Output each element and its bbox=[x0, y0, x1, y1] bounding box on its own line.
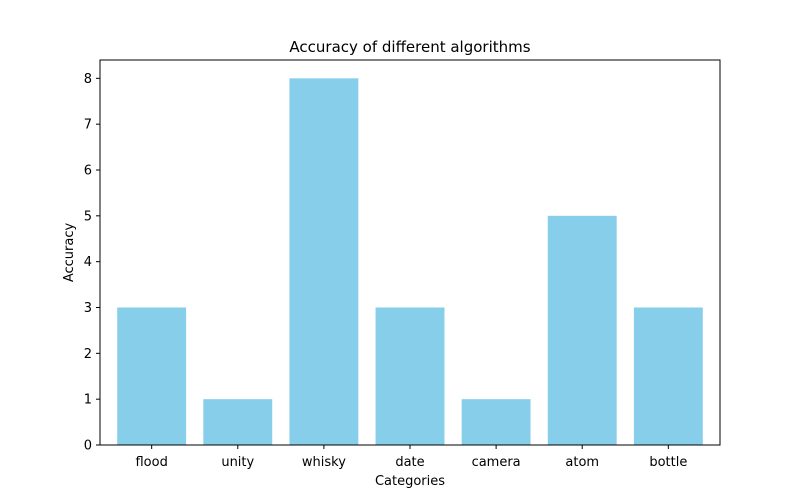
bar-flood bbox=[117, 307, 187, 445]
x-tick-label: date bbox=[395, 455, 424, 470]
y-tick-label: 3 bbox=[84, 301, 92, 316]
y-tick-label: 7 bbox=[84, 118, 92, 133]
y-axis-label: Accuracy bbox=[62, 223, 77, 283]
chart-title: Accuracy of different algorithms bbox=[289, 38, 530, 56]
x-axis-label: Categories bbox=[375, 474, 445, 489]
y-tick-label: 8 bbox=[84, 72, 92, 87]
bar-atom bbox=[547, 215, 617, 445]
y-tick-label: 6 bbox=[84, 164, 92, 179]
y-tick-label: 4 bbox=[84, 255, 92, 270]
x-tick-label: bottle bbox=[649, 455, 687, 470]
bar-bottle bbox=[633, 307, 703, 445]
y-tick-label: 1 bbox=[84, 393, 92, 408]
y-tick-label: 0 bbox=[84, 439, 92, 454]
bar-whisky bbox=[289, 78, 359, 445]
x-tick-label: flood bbox=[135, 455, 167, 470]
ticks-layer: flood unity whisky date camera atom bottle 0 1 2 3… bbox=[84, 72, 688, 470]
bar-camera bbox=[461, 399, 531, 445]
bar-date bbox=[375, 307, 445, 445]
x-tick-label: unity bbox=[221, 455, 254, 470]
bars-layer bbox=[117, 78, 703, 445]
y-tick-label: 5 bbox=[84, 209, 92, 224]
x-tick-label: atom bbox=[565, 455, 599, 470]
y-tick-label: 2 bbox=[84, 347, 92, 362]
plot-area-frame bbox=[99, 59, 721, 446]
x-tick-label: camera bbox=[472, 455, 521, 470]
x-tick-label: whisky bbox=[302, 455, 346, 470]
bar-unity bbox=[203, 399, 273, 445]
